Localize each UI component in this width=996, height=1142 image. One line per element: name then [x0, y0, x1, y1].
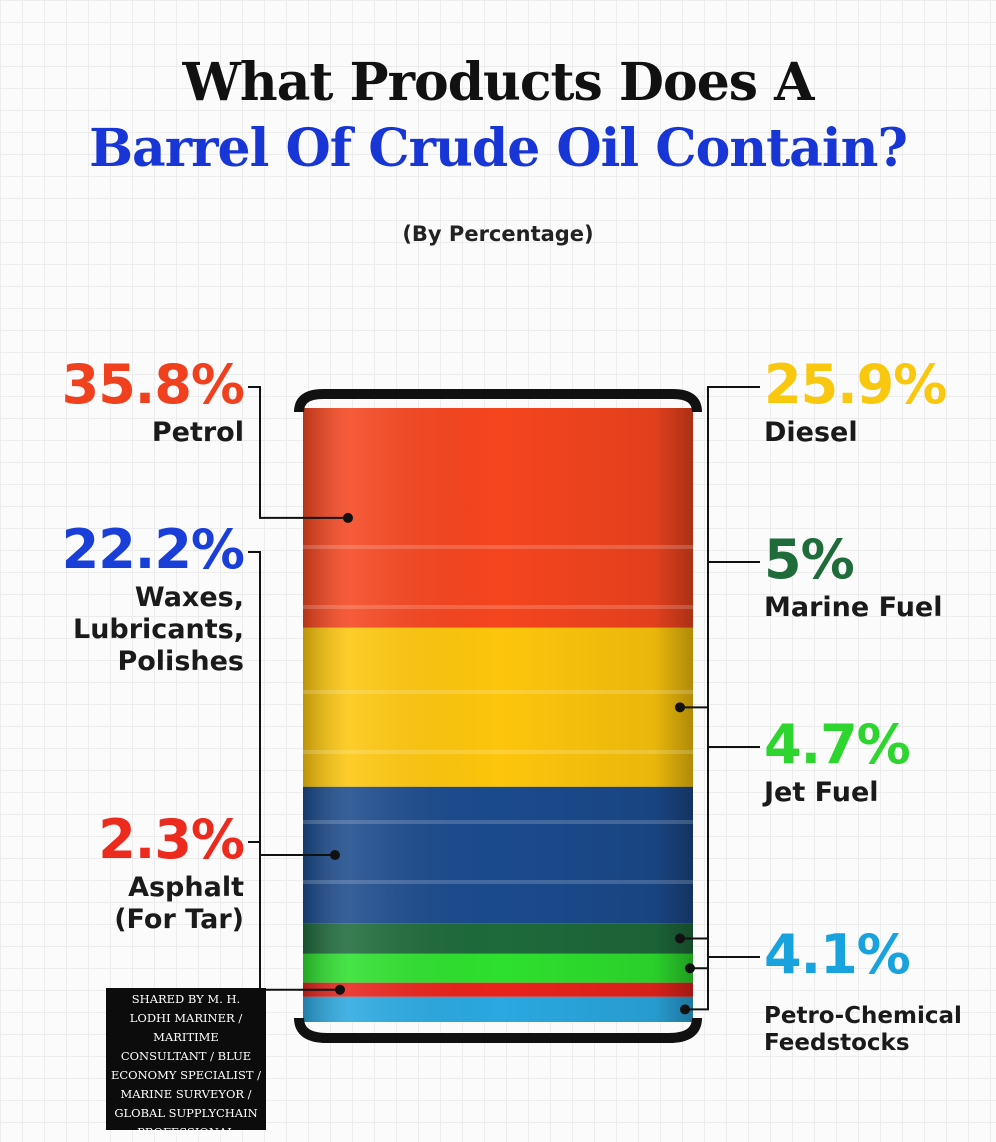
value-label: 4.7%	[764, 713, 911, 776]
category-label: Petrol	[151, 417, 244, 448]
leader-line	[680, 386, 760, 709]
leader-line	[690, 746, 760, 970]
barrel-rim	[294, 1017, 702, 1043]
title-line: What Products Does A	[182, 52, 814, 113]
value-label: 2.3%	[98, 808, 245, 871]
category-label: Petro-Chemical Feedstocks	[764, 1003, 962, 1056]
title-line: Barrel Of Crude Oil Contain?	[89, 118, 908, 179]
barrel-rib	[303, 750, 693, 754]
category-label: Diesel	[764, 417, 858, 448]
leader-dot	[330, 849, 340, 860]
leader-line	[248, 841, 340, 991]
barrel-rib	[303, 605, 693, 609]
value-label: 5%	[764, 528, 855, 591]
barrel-rib	[303, 880, 693, 884]
value-label: 22.2%	[61, 518, 245, 581]
barrel-shade	[303, 408, 693, 1022]
subtitle: (By Percentage)	[402, 222, 594, 246]
leader-dot	[675, 702, 685, 713]
leader-line	[685, 956, 760, 1011]
category-label: Waxes, Lubricants, Polishes	[72, 582, 244, 677]
barrel-rib	[303, 690, 693, 694]
leader-dot	[675, 933, 685, 944]
leader-dot	[680, 1004, 690, 1015]
leader-dot	[343, 512, 353, 523]
leader-dot	[335, 984, 345, 995]
leader-line	[248, 551, 335, 856]
barrel-rim	[294, 389, 702, 413]
value-label: 25.9%	[764, 353, 947, 416]
category-label: Jet Fuel	[764, 777, 879, 808]
barrel-rib	[303, 820, 693, 824]
value-label: 35.8%	[61, 353, 245, 416]
leader-line	[248, 386, 348, 519]
category-label: Marine Fuel	[764, 592, 943, 623]
value-label: 4.1%	[764, 923, 911, 986]
leader-dot	[685, 963, 695, 974]
credit: SHARED BY M. H. LODHI MARINER / MARITIME…	[106, 988, 266, 1139]
category-label: Asphalt (For Tar)	[114, 872, 244, 935]
barrel-rib	[303, 545, 693, 549]
